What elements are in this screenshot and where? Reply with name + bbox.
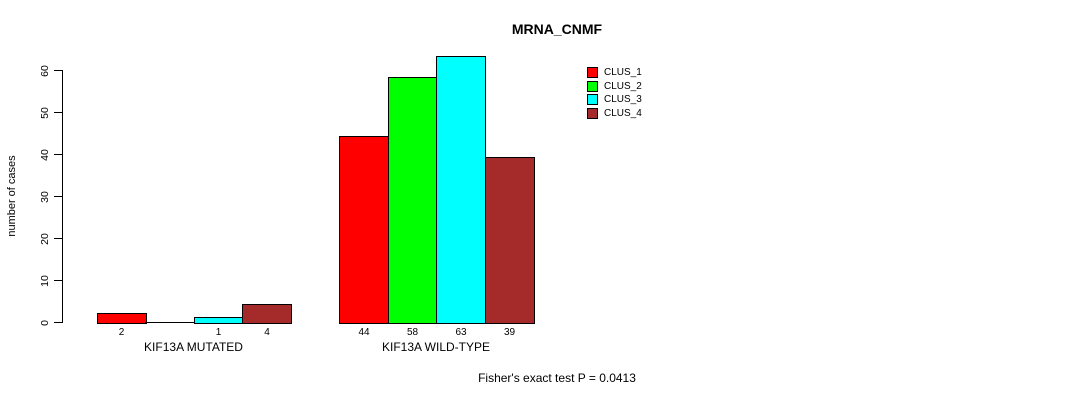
bar-clus_3-1 [436,56,486,324]
y-tick-label: 30 [39,190,51,203]
legend-swatch-clus_4 [587,107,598,119]
legend-swatch-clus_2 [587,80,598,92]
legend-swatch-clus_1 [587,67,598,79]
group-label: KIF13A MUTATED [144,340,243,354]
y-tick [54,195,62,198]
y-tick [54,237,62,240]
bar-clus_2-1 [387,77,438,324]
y-tick-label: 60 [39,64,51,77]
bar-value-label: 2 [118,327,125,338]
bar-value-label: 58 [406,327,419,338]
bar-value-label: 63 [455,327,467,338]
y-tick-label: 20 [39,232,51,245]
chart-title: MRNA_CNMF [511,21,603,37]
legend-item-clus_4: CLUS_4 [587,107,642,121]
legend-item-clus_2: CLUS_2 [587,80,642,94]
y-axis-line [61,69,63,324]
y-tick-label: 0 [39,319,51,326]
y-tick-label: 10 [39,274,51,287]
legend-label: CLUS_3 [604,94,642,106]
zero-bar-clus_2-0 [145,321,195,324]
y-tick [54,321,62,324]
bar-clus_1-1 [339,136,389,324]
y-tick [54,111,62,114]
bar-clus_4-0 [242,304,292,324]
bar-value-label: 44 [358,327,370,338]
legend-item-clus_3: CLUS_3 [587,93,642,107]
legend-label: CLUS_4 [604,107,642,119]
y-tick [54,279,62,282]
y-tick-label: 50 [39,106,51,119]
bar-clus_1-0 [96,312,147,324]
legend-label: CLUS_2 [604,80,642,92]
bar-value-label: 1 [215,327,222,338]
y-tick [54,153,62,156]
legend: CLUS_1 CLUS_2 CLUS_3 CLUS_4 [587,66,642,120]
bar-clus_4-1 [484,157,535,324]
legend-swatch-clus_3 [587,94,598,106]
bar-clus_3-0 [193,316,244,324]
group-label: KIF13A WILD-TYPE [381,340,491,354]
legend-label: CLUS_1 [604,67,642,79]
legend-item-clus_1: CLUS_1 [587,66,642,80]
bar-value-label: 39 [503,327,516,338]
bar-value-label: 4 [264,327,270,338]
y-axis-title: number of cases [6,155,18,237]
y-tick-label: 40 [39,148,51,161]
fisher-test-annotation: Fisher's exact test P = 0.0413 [478,371,636,385]
y-tick [54,69,62,72]
